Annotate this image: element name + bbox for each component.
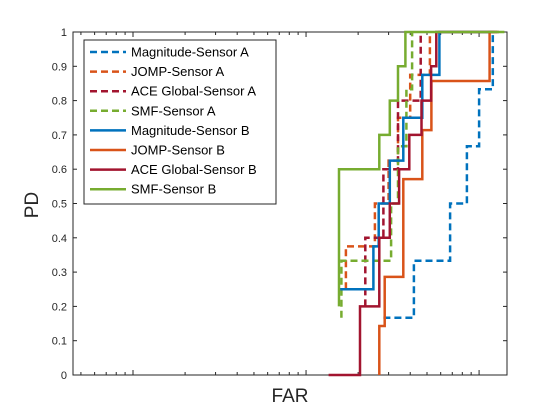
series-line-1 (383, 32, 495, 319)
y-tick-label: 0.3 (52, 267, 67, 279)
x-axis-ticks (80, 32, 480, 375)
y-tick-label: 1 (61, 27, 67, 39)
y-axis-ticks: 0 0.1 0.2 0.3 0.4 0.5 0.6 0.7 0.8 0.9 1 (52, 27, 507, 382)
legend-item-label: JOMP-Sensor B (131, 143, 225, 158)
legend-item-label: Magnitude-Sensor B (131, 123, 250, 138)
legend-item-label: SMF-Sensor B (131, 182, 216, 197)
y-tick-label: 0.1 (52, 336, 67, 348)
series-line-3 (364, 32, 422, 307)
series-line-6 (378, 30, 497, 375)
y-tick-label: 0.2 (52, 301, 67, 313)
y-tick-label: 0.6 (52, 164, 67, 176)
legend-box (83, 39, 277, 205)
legend-item-label: Magnitude-Sensor A (131, 45, 249, 60)
legend-item-label: JOMP-Sensor A (131, 64, 225, 79)
y-tick-label: 0.9 (52, 61, 67, 73)
series-line-5 (339, 30, 495, 291)
legend-item-label: SMF-Sensor A (131, 103, 216, 118)
x-axis-label: FAR (272, 386, 309, 407)
y-axis-label: PD (22, 192, 43, 218)
y-tick-label: 0.4 (52, 233, 67, 245)
y-tick-label: 0.7 (52, 130, 67, 142)
y-tick-label: 0.8 (52, 96, 67, 108)
y-tick-label: 0.5 (52, 199, 67, 211)
legend: Magnitude-Sensor A JOMP-Sensor A ACE Globa… (83, 39, 277, 205)
series-line-8 (337, 30, 505, 307)
series-line-7 (328, 30, 499, 377)
series-layer (328, 30, 505, 377)
y-tick-label: 0 (61, 370, 67, 382)
legend-item-label: ACE Global-Sensor B (131, 162, 257, 177)
legend-item-label: ACE Global-Sensor A (131, 84, 256, 99)
